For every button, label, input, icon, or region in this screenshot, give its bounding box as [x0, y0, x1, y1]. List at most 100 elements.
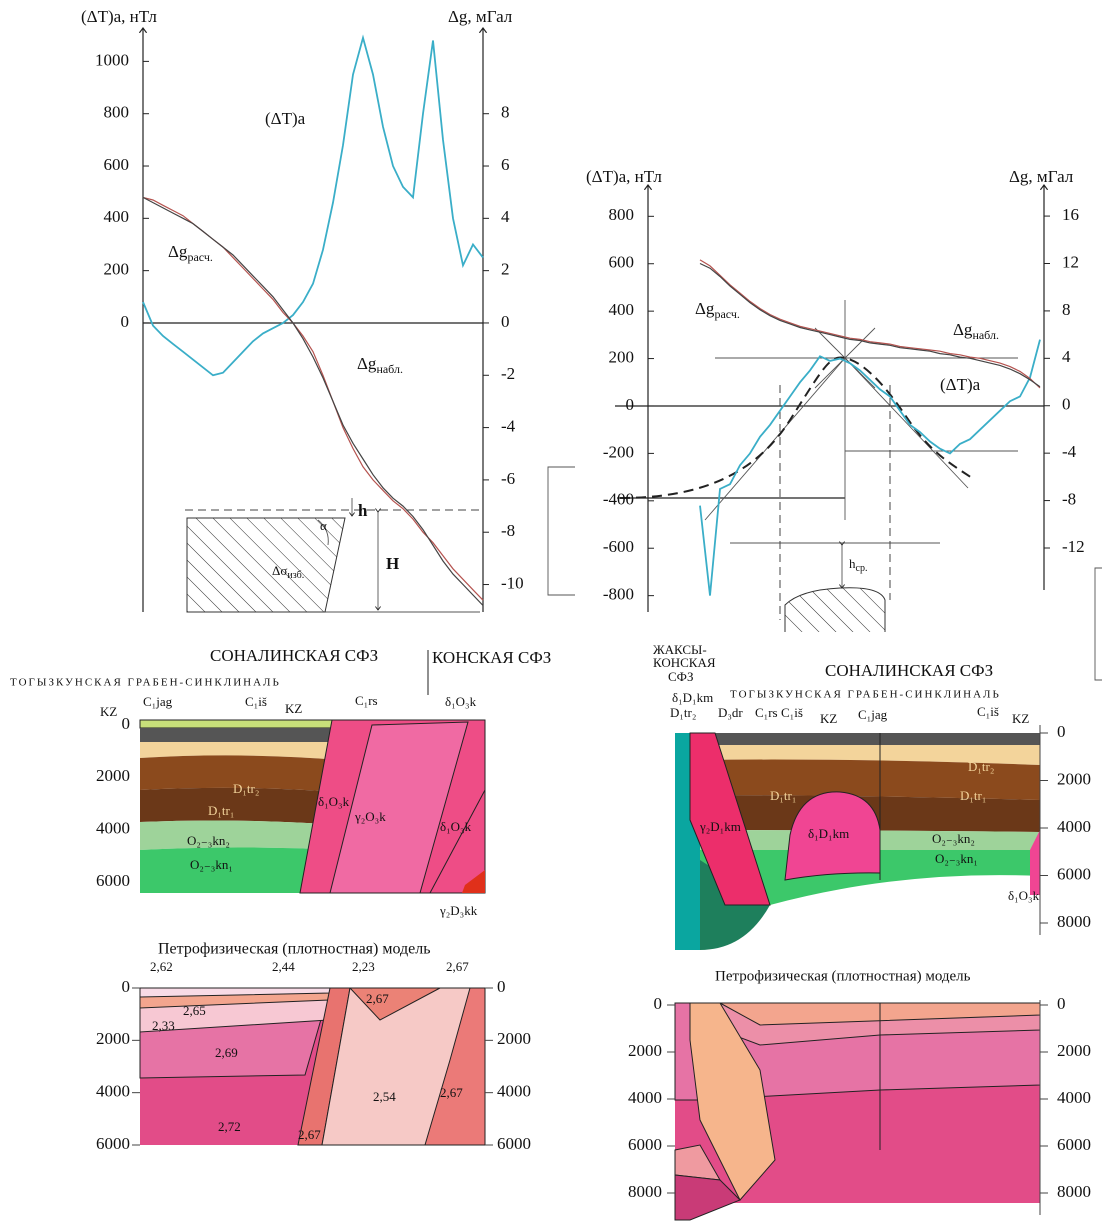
y-tick-label: 800	[609, 205, 635, 224]
y-axis-title: (ΔT)a, нТл	[586, 167, 662, 186]
depth-tick-label: 2000	[1057, 769, 1091, 788]
geo-label: D₁tr₁	[770, 788, 796, 803]
label-part: ср.	[856, 563, 868, 574]
intrusion	[784, 791, 881, 881]
block	[348, 987, 441, 1021]
y2-tick-label: -8	[1062, 489, 1076, 508]
geo-label: δ₁O₃k	[1008, 888, 1040, 903]
series-line	[142, 196, 484, 606]
geo-label: C₁rs	[755, 705, 778, 720]
geo-label: O₂₋₃kn₂	[932, 831, 975, 846]
density-label: 2,67	[440, 1085, 463, 1100]
series-label: Δgрасч.	[168, 242, 213, 264]
geo-label: D₁tr₁	[960, 788, 986, 803]
left-section: СОНАЛИНСКАЯ СФЗ КОНСКАЯ СФЗ ТОГЫЗКУНСКАЯ…	[10, 646, 551, 918]
depth-tick-label: 4000	[1057, 817, 1091, 836]
density-label: 2,65	[183, 1003, 206, 1018]
zone-label: СФЗ	[668, 669, 693, 684]
y2-tick-label: -10	[501, 573, 524, 592]
label-part: h	[849, 556, 856, 571]
series-label: Δgрасч.	[695, 299, 740, 321]
y2-tick-label: 2	[501, 260, 510, 279]
series-line	[699, 262, 1041, 388]
right-chart-layout: hср.	[615, 185, 1102, 681]
layer	[140, 755, 340, 792]
y-tick-label: 600	[104, 155, 130, 174]
fault	[429, 789, 486, 894]
y-tick-label: 1000	[95, 50, 129, 69]
depth-tick-label: 2000	[497, 1029, 531, 1048]
y-tick-label: -200	[603, 442, 634, 461]
geo-label: C₁jag	[143, 694, 173, 709]
zone-label: КОНСКАЯ	[653, 655, 716, 670]
intrusion	[1030, 830, 1040, 895]
density-label: 2,72	[218, 1119, 241, 1134]
label-part: изб.	[287, 570, 304, 581]
inset-angle	[317, 519, 329, 546]
density-label: 2,69	[215, 1045, 238, 1060]
left-chart-layout: h H α Δσизб.	[143, 28, 575, 613]
layer	[140, 787, 340, 825]
fit-curve	[619, 356, 976, 499]
geo-label: C₁iš	[245, 694, 267, 709]
y2-tick-label: 4	[1062, 347, 1071, 366]
inset-label: α	[320, 518, 327, 533]
depth-tick-label: 4000	[628, 1088, 662, 1107]
zone-label: СОНАЛИНСКАЯ СФЗ	[825, 661, 993, 680]
zone-label: СОНАЛИНСКАЯ СФЗ	[210, 646, 378, 665]
y2-axis-title: Δg, мГал	[1009, 167, 1074, 186]
layer	[140, 820, 340, 850]
geo-label: γ₂O₃k	[354, 809, 386, 824]
depth-tick-label: 4000	[96, 819, 130, 838]
y-tick-label: 0	[626, 395, 635, 414]
y-tick-label: 600	[609, 253, 635, 272]
y2-tick-label: 8	[1062, 300, 1071, 319]
inset-body	[186, 517, 346, 613]
y2-tick-label: 0	[1062, 395, 1071, 414]
construction-line	[844, 357, 969, 489]
y2-tick-label: 8	[501, 103, 510, 122]
density-label: 2,67	[366, 991, 389, 1006]
intrusion	[329, 721, 469, 894]
layer	[700, 759, 1040, 800]
label-part: Δg	[695, 299, 715, 318]
depth-tick-label: 2000	[96, 1029, 130, 1048]
geo-label: KZ	[100, 704, 117, 719]
y2-tick-label: 6	[501, 155, 510, 174]
right-section: ЖАКСЫ- КОНСКАЯ СФЗ СОНАЛИНСКАЯ СФЗ ТОГЫЗ…	[653, 642, 1040, 950]
bracket	[1094, 567, 1102, 681]
geo-label: KZ	[820, 711, 837, 726]
geo-label: C₁iš	[781, 705, 803, 720]
depth-tick-label: 6000	[628, 1135, 662, 1154]
depth-tick-label: 0	[654, 994, 663, 1013]
inset-label: Δσизб.	[272, 563, 304, 581]
label-part: расч.	[714, 307, 739, 321]
depth-tick-label: 6000	[497, 1134, 531, 1153]
left-model: Петрофизическая (плотностная) модель	[139, 941, 486, 1146]
y-tick-label: 200	[104, 260, 130, 279]
density-label: 2,23	[352, 959, 375, 974]
depth-tick-label: 0	[1057, 994, 1066, 1013]
y-tick-label: 0	[121, 312, 130, 331]
depth-tick-label: 4000	[96, 1082, 130, 1101]
y-tick-label: 200	[609, 347, 635, 366]
depth-tick-label: 6000	[96, 1134, 130, 1153]
series-label: (ΔT)a	[940, 375, 981, 394]
depth-tick-label: 8000	[1057, 912, 1091, 931]
series-label: (ΔT)a	[265, 109, 306, 128]
label-part: Δg	[357, 354, 377, 373]
geo-label: δ₁O₃k	[440, 819, 472, 834]
geo-label: O₂₋₃kn₁	[190, 857, 233, 872]
inset-label: H	[386, 554, 399, 573]
y2-tick-label: 4	[501, 207, 510, 226]
geo-label: O₂₋₃kn₁	[935, 851, 978, 866]
geo-label: C₁iš	[977, 704, 999, 719]
label-part: набл.	[972, 328, 999, 342]
inset-body	[784, 587, 886, 632]
depth-tick-label: 0	[1057, 722, 1066, 741]
series-line	[699, 339, 1041, 596]
geo-label: δ₁O₃k	[445, 694, 477, 709]
depth-tick-label: 2000	[628, 1041, 662, 1060]
